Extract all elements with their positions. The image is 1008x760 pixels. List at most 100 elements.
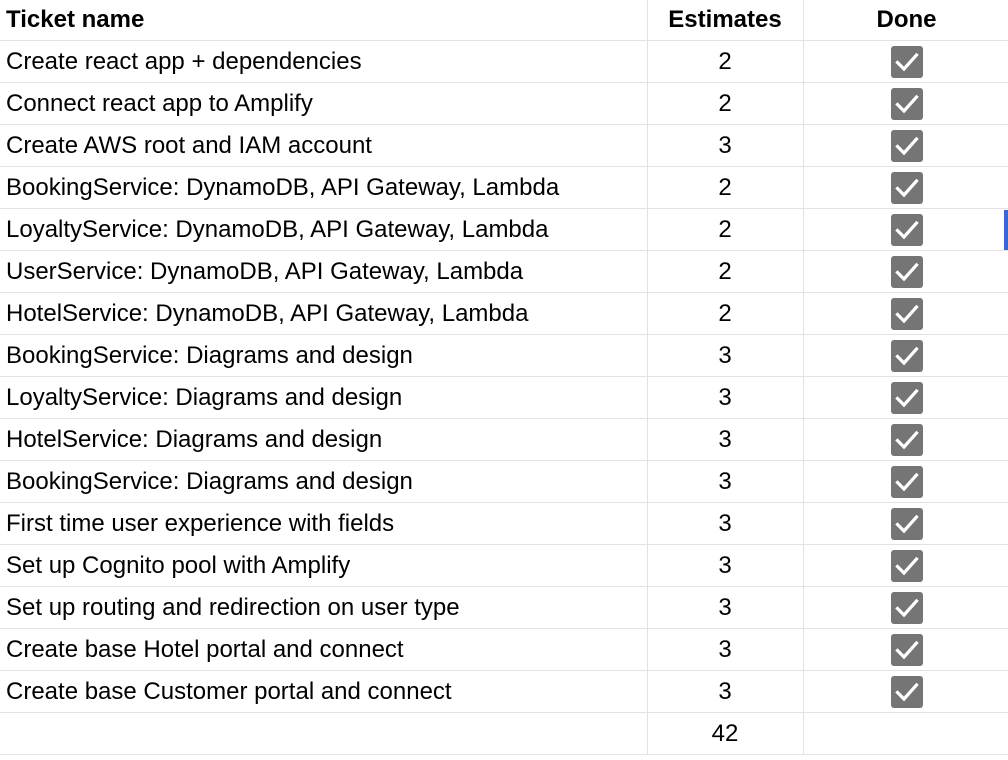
done-cell[interactable] bbox=[802, 418, 1008, 461]
estimate-cell[interactable]: 3 bbox=[646, 502, 804, 545]
ticket-name-cell[interactable]: BookingService: DynamoDB, API Gateway, L… bbox=[0, 166, 648, 209]
table-row: First time user experience with fields 3 bbox=[0, 502, 1008, 545]
estimate-cell[interactable]: 3 bbox=[646, 334, 804, 377]
table-row: Connect react app to Amplify 2 bbox=[0, 82, 1008, 125]
checkbox-checked-icon[interactable] bbox=[890, 339, 923, 372]
ticket-name-cell[interactable]: HotelService: Diagrams and design bbox=[0, 418, 648, 461]
table-row: Create AWS root and IAM account 3 bbox=[0, 124, 1008, 167]
ticket-name-cell[interactable]: First time user experience with fields bbox=[0, 502, 648, 545]
checkmark-icon bbox=[894, 52, 919, 71]
estimate-cell[interactable]: 2 bbox=[646, 82, 804, 125]
table-row: UserService: DynamoDB, API Gateway, Lamb… bbox=[0, 250, 1008, 293]
table-row: BookingService: Diagrams and design 3 bbox=[0, 460, 1008, 503]
estimate-cell[interactable]: 2 bbox=[646, 292, 804, 335]
checkmark-icon bbox=[894, 430, 919, 449]
checkmark-icon bbox=[894, 472, 919, 491]
done-cell[interactable] bbox=[802, 124, 1008, 167]
estimate-cell[interactable]: 3 bbox=[646, 586, 804, 629]
ticket-name-cell[interactable]: Create react app + dependencies bbox=[0, 40, 648, 83]
total-estimate-cell[interactable]: 42 bbox=[646, 712, 804, 755]
header-ticket-name[interactable]: Ticket name bbox=[0, 0, 648, 41]
ticket-name-cell[interactable]: Create AWS root and IAM account bbox=[0, 124, 648, 167]
checkmark-icon bbox=[894, 346, 919, 365]
checkbox-checked-icon[interactable] bbox=[890, 507, 923, 540]
ticket-name-cell[interactable]: Set up routing and redirection on user t… bbox=[0, 586, 648, 629]
checkbox-checked-icon[interactable] bbox=[890, 45, 923, 78]
ticket-name-cell[interactable]: LoyaltyService: DynamoDB, API Gateway, L… bbox=[0, 208, 648, 251]
checkbox-checked-icon[interactable] bbox=[890, 213, 923, 246]
checkbox-checked-icon[interactable] bbox=[890, 465, 923, 498]
header-done[interactable]: Done bbox=[802, 0, 1008, 41]
checkmark-icon bbox=[894, 304, 919, 323]
checkmark-icon bbox=[894, 136, 919, 155]
checkmark-icon bbox=[894, 220, 919, 239]
header-row: Ticket name Estimates Done bbox=[0, 0, 1008, 41]
header-estimates[interactable]: Estimates bbox=[646, 0, 804, 41]
estimate-cell[interactable]: 3 bbox=[646, 124, 804, 167]
ticket-name-cell[interactable]: BookingService: Diagrams and design bbox=[0, 460, 648, 503]
checkbox-checked-icon[interactable] bbox=[890, 549, 923, 582]
checkbox-checked-icon[interactable] bbox=[890, 381, 923, 414]
checkbox-checked-icon[interactable] bbox=[890, 297, 923, 330]
table-row: HotelService: DynamoDB, API Gateway, Lam… bbox=[0, 292, 1008, 335]
estimate-cell[interactable]: 2 bbox=[646, 250, 804, 293]
done-cell[interactable] bbox=[802, 544, 1008, 587]
done-cell[interactable] bbox=[802, 166, 1008, 209]
done-cell[interactable] bbox=[802, 376, 1008, 419]
selection-indicator bbox=[1004, 210, 1008, 250]
checkmark-icon bbox=[894, 262, 919, 281]
ticket-name-cell[interactable]: Connect react app to Amplify bbox=[0, 82, 648, 125]
checkbox-checked-icon[interactable] bbox=[890, 591, 923, 624]
table-row: BookingService: Diagrams and design 3 bbox=[0, 334, 1008, 377]
estimate-cell[interactable]: 3 bbox=[646, 670, 804, 713]
ticket-name-cell[interactable]: Set up Cognito pool with Amplify bbox=[0, 544, 648, 587]
ticket-name-cell[interactable]: LoyaltyService: Diagrams and design bbox=[0, 376, 648, 419]
done-cell[interactable] bbox=[802, 40, 1008, 83]
table-row: Set up Cognito pool with Amplify 3 bbox=[0, 544, 1008, 587]
checkbox-checked-icon[interactable] bbox=[890, 87, 923, 120]
estimate-cell[interactable]: 3 bbox=[646, 418, 804, 461]
estimate-cell[interactable]: 3 bbox=[646, 376, 804, 419]
estimate-cell[interactable]: 3 bbox=[646, 628, 804, 671]
estimate-cell[interactable]: 2 bbox=[646, 166, 804, 209]
ticket-name-cell[interactable]: HotelService: DynamoDB, API Gateway, Lam… bbox=[0, 292, 648, 335]
ticket-name-cell[interactable]: Create base Customer portal and connect bbox=[0, 670, 648, 713]
estimate-cell[interactable]: 2 bbox=[646, 40, 804, 83]
total-done-cell[interactable] bbox=[802, 712, 1008, 755]
done-cell[interactable] bbox=[802, 334, 1008, 377]
table-row: Create base Customer portal and connect 3 bbox=[0, 670, 1008, 713]
table-row: HotelService: Diagrams and design 3 bbox=[0, 418, 1008, 461]
done-cell[interactable] bbox=[802, 208, 1008, 251]
done-cell[interactable] bbox=[802, 250, 1008, 293]
checkbox-checked-icon[interactable] bbox=[890, 633, 923, 666]
checkmark-icon bbox=[894, 514, 919, 533]
table-row: Create base Hotel portal and connect 3 bbox=[0, 628, 1008, 671]
checkbox-checked-icon[interactable] bbox=[890, 675, 923, 708]
checkbox-checked-icon[interactable] bbox=[890, 171, 923, 204]
estimate-cell[interactable]: 3 bbox=[646, 460, 804, 503]
done-cell[interactable] bbox=[802, 670, 1008, 713]
checkbox-checked-icon[interactable] bbox=[890, 255, 923, 288]
done-cell[interactable] bbox=[802, 586, 1008, 629]
done-cell[interactable] bbox=[802, 628, 1008, 671]
checkbox-checked-icon[interactable] bbox=[890, 129, 923, 162]
ticket-name-cell[interactable]: Create base Hotel portal and connect bbox=[0, 628, 648, 671]
done-cell[interactable] bbox=[802, 460, 1008, 503]
table-row: LoyaltyService: Diagrams and design 3 bbox=[0, 376, 1008, 419]
checkbox-checked-icon[interactable] bbox=[890, 423, 923, 456]
estimate-cell[interactable]: 2 bbox=[646, 208, 804, 251]
done-cell[interactable] bbox=[802, 292, 1008, 335]
done-cell[interactable] bbox=[802, 82, 1008, 125]
total-label-cell[interactable] bbox=[0, 712, 648, 755]
ticket-name-cell[interactable]: UserService: DynamoDB, API Gateway, Lamb… bbox=[0, 250, 648, 293]
checkmark-icon bbox=[894, 388, 919, 407]
checkmark-icon bbox=[894, 556, 919, 575]
table-row: LoyaltyService: DynamoDB, API Gateway, L… bbox=[0, 208, 1008, 251]
checkmark-icon bbox=[894, 178, 919, 197]
done-cell[interactable] bbox=[802, 502, 1008, 545]
checkmark-icon bbox=[894, 640, 919, 659]
ticket-name-cell[interactable]: BookingService: Diagrams and design bbox=[0, 334, 648, 377]
estimate-cell[interactable]: 3 bbox=[646, 544, 804, 587]
